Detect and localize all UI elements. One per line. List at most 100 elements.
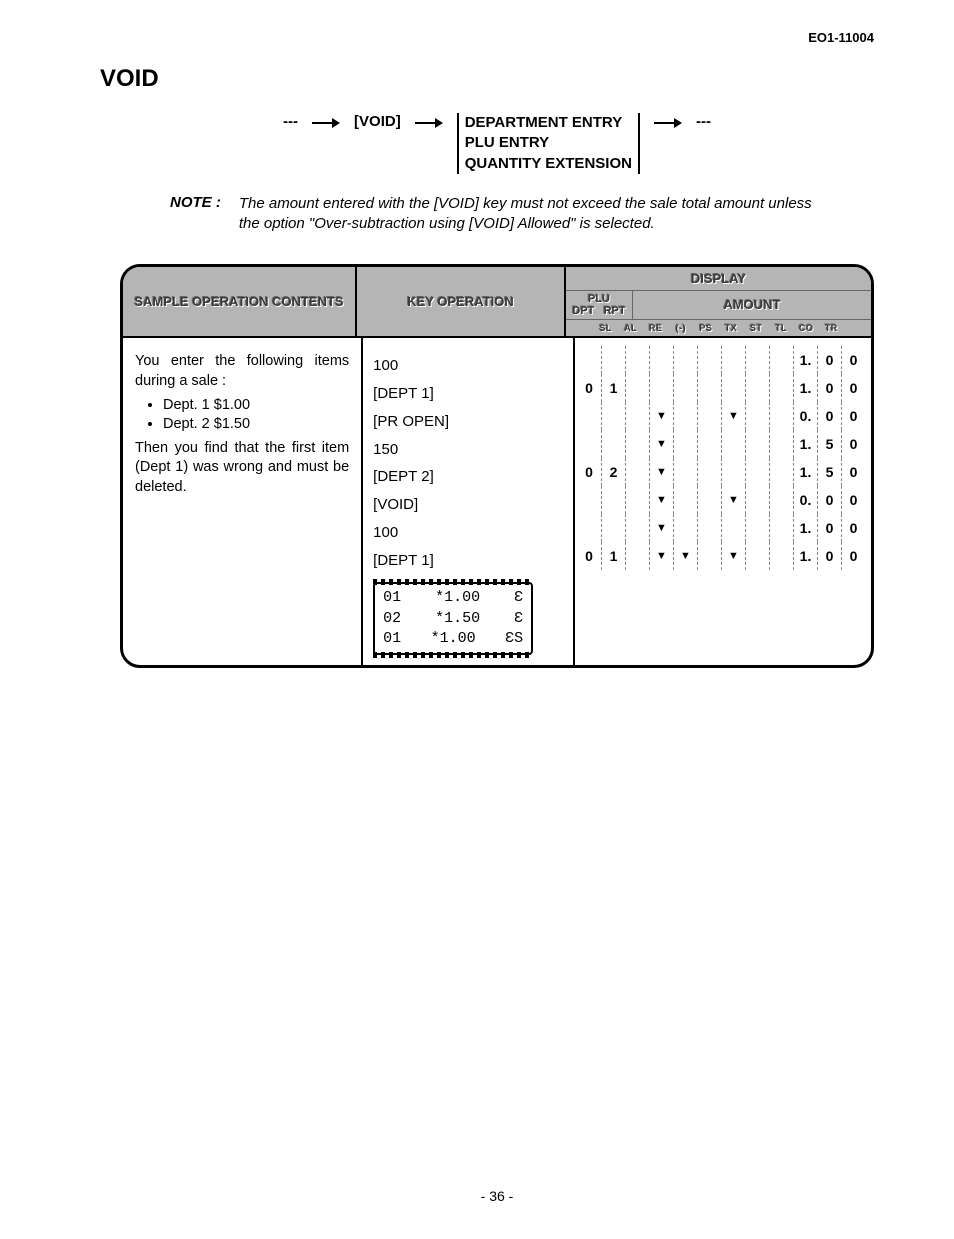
display-cell	[697, 542, 721, 570]
display-cell: 1.	[793, 430, 817, 458]
key-op: [PR OPEN]	[373, 408, 563, 436]
header-plu-text: PLU	[566, 293, 632, 305]
sample-contents: You enter the following items during a s…	[123, 338, 363, 665]
header-tiny	[844, 323, 869, 333]
display-cell	[649, 374, 673, 402]
display-cell: 0	[841, 486, 865, 514]
display-cell	[721, 346, 745, 374]
flow-void: [VOID]	[354, 113, 401, 130]
display-cell: 0	[841, 542, 865, 570]
display-cell	[745, 374, 769, 402]
display-cell	[625, 374, 649, 402]
triangle-icon: ▼	[680, 550, 691, 562]
display-row: 011.00	[577, 374, 865, 402]
flow-entry: QUANTITY EXTENSION	[465, 154, 632, 174]
sample-then: Then you find that the first item (Dept …	[135, 439, 349, 498]
display-row: 02▼1.50	[577, 458, 865, 486]
note-label: NOTE :	[170, 194, 221, 235]
display-cell: 0	[817, 402, 841, 430]
header-tiny: AL	[618, 323, 643, 333]
display-cell: 1.	[793, 542, 817, 570]
display-cell: 0	[577, 374, 601, 402]
display-cell	[625, 346, 649, 374]
display-cell	[625, 402, 649, 430]
triangle-icon: ▼	[656, 466, 667, 478]
header-key: KEY OPERATION	[357, 267, 566, 336]
key-operation: 100[DEPT 1][PR OPEN]150[DEPT 2][VOID]100…	[363, 338, 575, 665]
flow-entry: PLU ENTRY	[465, 133, 632, 153]
triangle-icon: ▼	[656, 494, 667, 506]
header-tiny-row: SLALRE(-)PSTXSTTLCOTR	[566, 320, 871, 336]
display-cell: ▼	[721, 402, 745, 430]
display-cell: ▼	[649, 542, 673, 570]
header-tiny: PS	[693, 323, 718, 333]
header-tiny: TX	[718, 323, 743, 333]
key-op: [DEPT 2]	[373, 463, 563, 491]
display-cell	[721, 374, 745, 402]
note-block: NOTE : The amount entered with the [VOID…	[170, 194, 824, 235]
header-tiny: (-)	[668, 323, 693, 333]
header-dpt-rpt: DPT RPT	[566, 305, 632, 317]
flow-dash: ---	[283, 113, 298, 130]
display-cell	[601, 346, 625, 374]
triangle-icon: ▼	[656, 522, 667, 534]
triangle-icon: ▼	[656, 410, 667, 422]
header-tiny: SL	[593, 323, 618, 333]
display-cell	[601, 402, 625, 430]
header-tiny	[568, 323, 593, 333]
key-op: 100	[373, 519, 563, 547]
flow-entry: DEPARTMENT ENTRY	[465, 113, 632, 133]
display-cell	[601, 430, 625, 458]
display-cell	[577, 430, 601, 458]
header-tiny: TR	[819, 323, 844, 333]
display-cell	[673, 346, 697, 374]
display-cell	[769, 374, 793, 402]
display-cell	[673, 514, 697, 542]
display-cell	[577, 346, 601, 374]
display-cell: 1.	[793, 374, 817, 402]
display-cell	[769, 346, 793, 374]
display-cell: ▼	[721, 486, 745, 514]
header-display: DISPLAY PLU DPT RPT AMOUNT SLALRE(-)PSTX…	[566, 267, 871, 336]
arrow-icon	[415, 116, 443, 130]
display-cell	[697, 430, 721, 458]
header-display-label: DISPLAY	[566, 267, 871, 291]
display-cell	[625, 486, 649, 514]
note-text: The amount entered with the [VOID] key m…	[239, 194, 824, 235]
display-cell: ▼	[649, 514, 673, 542]
display-cell	[769, 486, 793, 514]
display-cell	[697, 514, 721, 542]
operation-table: SAMPLE OPERATION CONTENTS KEY OPERATION …	[120, 264, 874, 668]
header-tiny: TL	[769, 323, 794, 333]
display-cell: 5	[817, 458, 841, 486]
display-cell	[745, 430, 769, 458]
display-cell	[697, 402, 721, 430]
display-cell: 0	[841, 374, 865, 402]
display-cell	[769, 430, 793, 458]
display-cell	[601, 514, 625, 542]
display-cell: 0	[817, 486, 841, 514]
display-row: ▼▼0.00	[577, 402, 865, 430]
display-cell	[769, 458, 793, 486]
display-cell: ▼	[673, 542, 697, 570]
triangle-icon: ▼	[656, 550, 667, 562]
display-cell	[673, 402, 697, 430]
key-op: 100	[373, 352, 563, 380]
receipt-line: 01*1.00ƐS	[383, 629, 523, 649]
display-cell	[625, 458, 649, 486]
display-cell: 0.	[793, 486, 817, 514]
display-cell	[649, 346, 673, 374]
display-cell	[697, 346, 721, 374]
display-cell: 0	[841, 430, 865, 458]
sample-intro: You enter the following items during a s…	[135, 352, 349, 391]
display-cell	[769, 514, 793, 542]
display-cell: 0	[841, 514, 865, 542]
display-cell	[745, 458, 769, 486]
key-op: 150	[373, 436, 563, 464]
display-cell	[745, 346, 769, 374]
display-cell: ▼	[721, 542, 745, 570]
display-cell	[601, 486, 625, 514]
header-amount: AMOUNT	[633, 291, 871, 319]
display-cell: 0.	[793, 402, 817, 430]
key-op: [VOID]	[373, 491, 563, 519]
